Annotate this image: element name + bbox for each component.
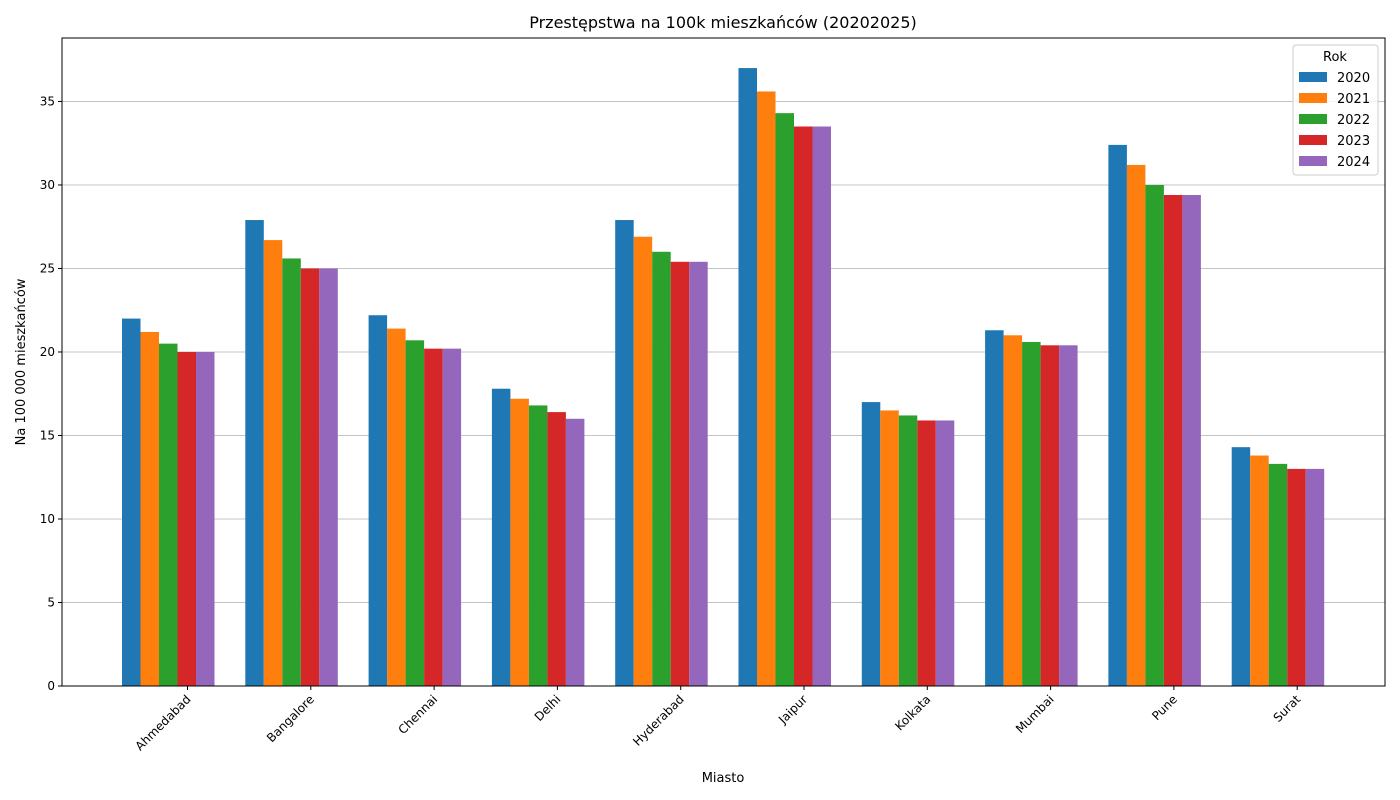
legend-items: 2020 2021 2022 2023 2024 (1299, 71, 1370, 170)
bar-bangalore-2022 (282, 258, 301, 686)
bar-bangalore-2024 (319, 268, 338, 686)
bar-jaipur-2020 (738, 68, 757, 686)
bar-pune-2021 (1126, 164, 1146, 686)
y-tick-label: 25 (40, 261, 55, 275)
y-tick-label: 20 (40, 345, 55, 359)
bar-pune-2023 (1163, 194, 1183, 686)
x-tick-label: Surat (1271, 692, 1304, 725)
bar-kolkata-2022 (898, 415, 918, 686)
legend: Rok 2020 2021 2022 2023 2024 (1292, 44, 1379, 176)
bar-bangalore-2020 (245, 220, 264, 686)
bar-kolkata-2024 (935, 420, 955, 686)
bar-mumbai-2023 (1040, 345, 1060, 686)
bar-hyderabad-2021 (633, 236, 653, 687)
bar-surat-2021 (1250, 455, 1269, 686)
bar-chennai-2020 (368, 315, 388, 686)
bar-hyderabad-2022 (652, 251, 671, 686)
bar-kolkata-2021 (880, 410, 899, 686)
bar-surat-2020 (1231, 447, 1251, 686)
bar-mumbai-2024 (1059, 345, 1078, 686)
bar-surat-2023 (1287, 468, 1306, 686)
bars (122, 68, 1325, 687)
bar-chennai-2024 (442, 348, 462, 686)
chart-title: Przestępstwa na 100k mieszkańców (202020… (529, 13, 917, 32)
legend-swatch-2021 (1299, 93, 1327, 103)
bar-surat-2024 (1305, 468, 1325, 686)
y-axis: 0 5 10 15 20 25 30 35 (40, 94, 62, 693)
bar-mumbai-2020 (985, 330, 1004, 686)
y-axis-title: Na 100 000 mieszkańców (14, 278, 29, 445)
legend-label-2020: 2020 (1337, 71, 1370, 86)
x-tick-label: Mumbai (1013, 692, 1057, 736)
legend-swatch-2023 (1299, 135, 1327, 145)
bar-jaipur-2022 (775, 113, 794, 686)
bar-jaipur-2021 (757, 91, 776, 686)
bar-bangalore-2023 (300, 268, 320, 686)
y-tick-label: 5 (47, 595, 55, 609)
x-axis: Ahmedabad Bangalore Chennai Delhi Hyderabad J… (132, 686, 1304, 753)
bar-pune-2022 (1145, 184, 1164, 687)
bar-ahmedabad-2022 (159, 343, 178, 686)
bar-delhi-2021 (510, 398, 529, 686)
x-tick-label: Chennai (395, 692, 440, 737)
bar-ahmedabad-2021 (140, 331, 159, 686)
legend-label-2023: 2023 (1337, 134, 1370, 149)
x-tick-label: Delhi (532, 692, 564, 724)
bar-kolkata-2023 (917, 420, 936, 686)
bar-jaipur-2023 (794, 126, 813, 687)
bar-chennai-2023 (424, 348, 443, 686)
y-tick-label: 35 (40, 94, 55, 108)
legend-swatch-2022 (1299, 114, 1327, 124)
bar-chennai-2022 (405, 340, 425, 686)
y-tick-label: 15 (40, 428, 55, 442)
bar-delhi-2020 (491, 388, 511, 686)
bar-delhi-2024 (565, 418, 585, 686)
legend-swatch-2024 (1299, 156, 1327, 166)
legend-swatch-2020 (1299, 72, 1327, 82)
bar-ahmedabad-2024 (196, 351, 215, 686)
bar-mumbai-2022 (1022, 341, 1041, 686)
bar-hyderabad-2023 (670, 261, 690, 686)
bar-jaipur-2024 (812, 126, 831, 687)
y-tick-label: 30 (40, 178, 55, 192)
plot-area (61, 37, 1386, 687)
bar-kolkata-2020 (861, 402, 881, 686)
x-tick-label: Ahmedabad (132, 692, 193, 753)
x-tick-label: Bangalore (264, 692, 317, 745)
bar-surat-2022 (1268, 463, 1288, 686)
bar-hyderabad-2020 (615, 220, 634, 686)
x-axis-title: Miasto (702, 771, 745, 786)
legend-title: Rok (1323, 50, 1347, 65)
legend-label-2022: 2022 (1337, 113, 1370, 128)
x-tick-label: Pune (1149, 692, 1180, 723)
bar-hyderabad-2024 (689, 261, 708, 686)
y-tick-label: 0 (47, 679, 55, 693)
legend-label-2021: 2021 (1337, 92, 1370, 107)
bar-delhi-2022 (528, 405, 548, 686)
x-tick-label: Hyderabad (630, 692, 687, 749)
legend-label-2024: 2024 (1337, 155, 1370, 170)
bar-delhi-2023 (547, 412, 566, 686)
x-tick-label: Jaipur (775, 692, 810, 727)
bar-chennai-2021 (387, 328, 406, 686)
bar-mumbai-2021 (1003, 335, 1023, 686)
bar-pune-2020 (1108, 144, 1127, 686)
bar-bangalore-2021 (263, 240, 283, 687)
y-tick-label: 10 (40, 512, 55, 526)
bar-pune-2024 (1182, 194, 1201, 686)
bar-ahmedabad-2020 (122, 318, 141, 686)
bar-ahmedabad-2023 (177, 351, 196, 686)
x-tick-label: Kolkata (892, 692, 933, 733)
